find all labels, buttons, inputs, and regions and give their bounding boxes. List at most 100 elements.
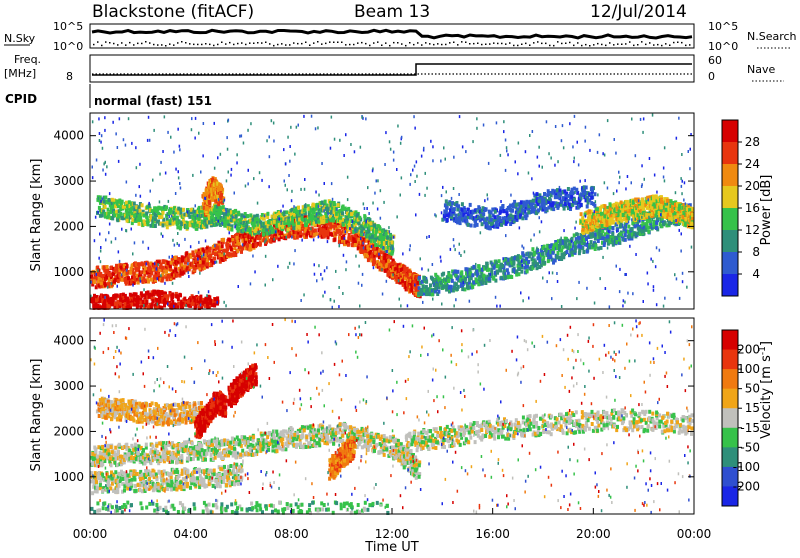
nsearch-point [309,45,311,47]
nsearch-point [417,42,419,44]
nsearch-point [173,44,175,46]
heatmap-cell [333,238,336,242]
heatmap-cell [487,268,490,272]
heatmap-cell [431,277,434,281]
heatmap-cell [141,294,144,298]
nsearch-point [261,42,263,44]
nsearch-point [601,44,603,46]
heatmap-cell [393,261,396,265]
heatmap-cell [248,248,251,252]
heatmap-cell [481,281,484,285]
heatmap-cell [647,226,650,230]
heatmap-cell [429,283,432,287]
heatmap-cell [102,294,105,298]
heatmap-cell [179,293,182,297]
nsearch-point [141,43,143,45]
heatmap-cell [464,277,467,281]
heatmap-cell [304,223,307,227]
heatmap-cell [129,293,132,297]
heatmap-cell [182,208,185,212]
heatmap-cell [115,210,118,214]
nsearch-point [221,42,223,44]
heatmap-cell [166,225,169,229]
heatmap-cell [230,247,233,251]
nsearch-point [413,44,415,46]
heatmap-cell [466,285,469,289]
nsearch-point [365,43,367,45]
heatmap-cell [348,223,351,227]
heatmap-cell [147,268,150,272]
heatmap-cell [370,221,373,225]
nsearch-point [501,43,503,45]
nsearch-point [565,43,567,45]
nave-label: Nave [747,63,775,76]
heatmap-cell [154,224,157,228]
heatmap-cell [221,244,224,248]
heatmap-cell [232,253,235,257]
nsearch-point [101,45,103,47]
heatmap-cell [126,211,129,215]
heatmap-cell [142,214,145,218]
heatmap-cell [198,264,201,268]
freq-trace [92,64,692,75]
heatmap-cell [131,303,134,307]
heatmap-cell [126,219,129,223]
nsearch-point [593,44,595,46]
nsearch-point [361,42,363,44]
heatmap-cell [453,286,456,290]
heatmap-cell [449,274,452,278]
nsearch-point [229,42,231,44]
heatmap-cell [630,227,633,231]
heatmap-cell [655,226,658,230]
nsearch-point [341,42,343,44]
heatmap-cell [496,269,499,273]
nsearch-point [257,42,259,44]
heatmap-cell [649,219,652,223]
heatmap-cell [387,259,390,263]
heatmap-cell [624,238,627,242]
heatmap-cell [151,299,154,303]
freq-tick: 8 [66,70,73,83]
heatmap-cell [138,222,141,226]
heatmap-cell [385,232,388,236]
nsearch-point [197,44,199,46]
nsearch-point [373,42,375,44]
heatmap-cell [391,251,394,255]
heatmap-cell [222,238,225,242]
heatmap-cell [130,207,133,211]
heatmap-cell [315,232,318,236]
heatmap-cell [103,200,106,204]
heatmap-cell [269,239,272,243]
heatmap-cell [249,244,252,248]
heatmap-cell [185,251,188,255]
heatmap-cell [205,205,208,209]
heatmap-cell [160,215,163,219]
heatmap-cell [195,223,198,227]
nsearch-point [385,42,387,44]
nsearch-point [117,44,119,46]
heatmap-cell [354,243,357,247]
heatmap-cell [627,235,630,239]
heatmap-cell [295,230,298,234]
heatmap-cell [259,243,262,247]
heatmap-cell [553,258,556,262]
heatmap-cell [373,223,376,227]
heatmap-cell [619,224,622,228]
nsearch-point [181,41,183,43]
heatmap-cell [176,216,179,220]
heatmap-cell [100,281,103,285]
heatmap-cell [180,222,183,226]
heatmap-cell [115,264,118,268]
heatmap-cell [391,240,394,244]
heatmap-cell [161,277,164,281]
heatmap-cell [160,291,163,295]
beam-title: Beam 13 [354,2,430,22]
heatmap-cell [150,305,153,309]
heatmap-cell [281,225,284,229]
nsearch-point [421,44,423,46]
heatmap-cell [612,204,615,208]
nsearch-point [185,42,187,44]
heatmap-cell [265,232,268,236]
nsearch-point [645,44,647,46]
nsearch-point [661,45,663,47]
